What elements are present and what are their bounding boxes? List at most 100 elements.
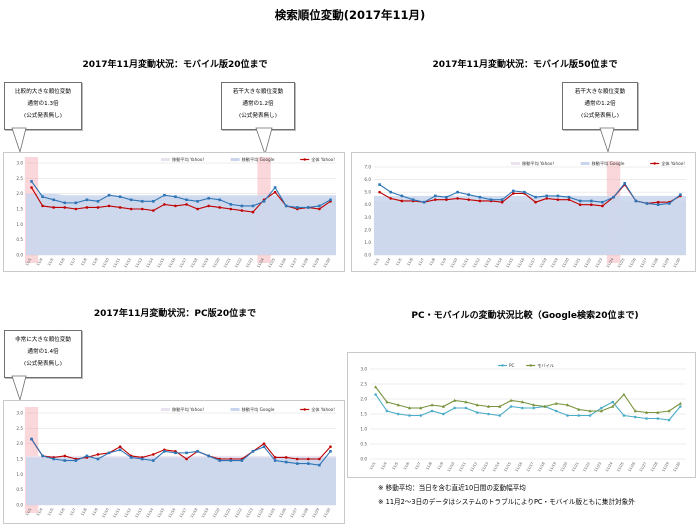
x-tick-label: 11/14 (146, 507, 155, 519)
callout-pointer (255, 127, 273, 156)
callout-pointer (599, 127, 615, 154)
chart-pc-20-svg: 0.00.51.01.52.02.53.011/1 11/4 11/5 11/6 11/… (16, 406, 336, 519)
data-point (74, 459, 78, 462)
chart-pc-mobile-compare-svg: 0.00.51.01.52.02.53.011/1 11/4 11/5 11/6 11/… (360, 363, 686, 473)
data-point (152, 200, 155, 203)
data-point (196, 200, 199, 203)
callout-line3: (公式発表無し) (24, 361, 62, 367)
data-point (623, 182, 627, 185)
x-tick-label: 11/16 (515, 461, 524, 473)
data-point (430, 409, 434, 413)
series-line (375, 386, 681, 414)
y-tick-label: 0.5 (16, 487, 23, 492)
x-tick-label: 11/14 (146, 257, 155, 269)
data-point (240, 459, 244, 462)
x-tick-label: 11/29 (312, 257, 321, 269)
data-point (475, 403, 479, 407)
x-tick-label: 11/8 (425, 461, 433, 471)
data-point (656, 417, 660, 420)
x-tick-label: 11/28 (650, 461, 659, 473)
x-tick-label: 11/30 (323, 507, 332, 519)
data-point (679, 405, 682, 408)
data-point (433, 198, 437, 201)
data-point (152, 453, 155, 456)
legend-label: 移動平均 Yahoo! (522, 160, 554, 167)
data-point (532, 403, 536, 407)
data-point (307, 457, 310, 461)
x-tick-label: 11/30 (673, 257, 682, 269)
x-tick-label: 11/24 (605, 461, 614, 473)
data-point (318, 463, 321, 467)
legend-swatch-marker (529, 364, 532, 367)
x-tick-label: 11/7 (418, 258, 426, 267)
data-point (679, 193, 682, 196)
data-point (578, 203, 582, 207)
data-point (396, 403, 400, 407)
x-tick-label: 11/20 (212, 257, 221, 269)
data-point (567, 198, 571, 201)
data-point (52, 206, 55, 209)
y-tick-label: 7.0 (364, 165, 371, 170)
data-point (307, 462, 310, 465)
data-point (478, 199, 482, 203)
y-tick-label: 3.0 (364, 215, 371, 220)
x-tick-label: 11/26 (627, 461, 636, 473)
data-point (295, 206, 299, 209)
data-point (63, 454, 67, 458)
data-point (532, 406, 535, 410)
data-point (419, 414, 423, 417)
x-tick-label: 11/20 (561, 257, 570, 269)
x-tick-label: 11/1 (25, 508, 33, 517)
data-point (52, 198, 55, 202)
data-point (467, 193, 471, 196)
data-point (96, 206, 100, 209)
legend-swatch (580, 162, 590, 165)
data-point (118, 448, 122, 452)
x-tick-label: 11/9 (91, 507, 99, 517)
y-tick-label: 0.0 (16, 503, 23, 508)
data-point (229, 203, 233, 206)
data-point (374, 385, 378, 389)
data-point (63, 459, 67, 462)
legend-swatch (161, 408, 170, 411)
data-point (523, 190, 526, 194)
x-tick-label: 11/9 (437, 461, 445, 471)
x-tick-label: 11/28 (650, 257, 659, 269)
data-point (163, 203, 166, 206)
y-tick-label: 0.0 (364, 253, 371, 258)
data-point (329, 450, 332, 453)
legend-swatch (511, 162, 520, 165)
callout-pc-20: 非常に大きな順位変動 通常の1.4倍 (公式発表無し) (4, 330, 82, 378)
x-tick-label: 11/11 (458, 462, 467, 473)
x-tick-label: 11/14 (492, 461, 501, 473)
data-point (534, 195, 537, 199)
data-point (129, 207, 133, 211)
data-point (185, 203, 188, 206)
callout-line3: (公式発表無し) (24, 113, 62, 119)
data-point (262, 442, 266, 445)
data-point (667, 202, 671, 205)
callout-pointer (11, 375, 27, 402)
x-tick-label: 11/13 (134, 508, 143, 519)
data-point (456, 190, 459, 194)
data-point (262, 445, 266, 449)
data-point (500, 200, 504, 204)
x-tick-label: 11/6 (406, 257, 414, 267)
x-tick-label: 11/15 (157, 508, 166, 519)
x-tick-label: 11/7 (414, 462, 422, 471)
x-tick-label: 11/7 (69, 258, 77, 267)
data-point (498, 404, 502, 408)
x-tick-label: 11/21 (571, 462, 580, 473)
y-tick-label: 1.0 (16, 472, 23, 477)
data-point (273, 186, 277, 189)
x-tick-label: 11/19 (201, 507, 210, 519)
data-point (96, 200, 100, 203)
data-point (185, 451, 188, 455)
data-point (509, 398, 513, 402)
data-point (601, 204, 604, 208)
data-point (408, 414, 411, 417)
data-point (185, 457, 188, 461)
data-point (467, 198, 471, 201)
x-tick-label: 11/17 (528, 258, 537, 269)
x-tick-label: 11/20 (560, 461, 569, 473)
